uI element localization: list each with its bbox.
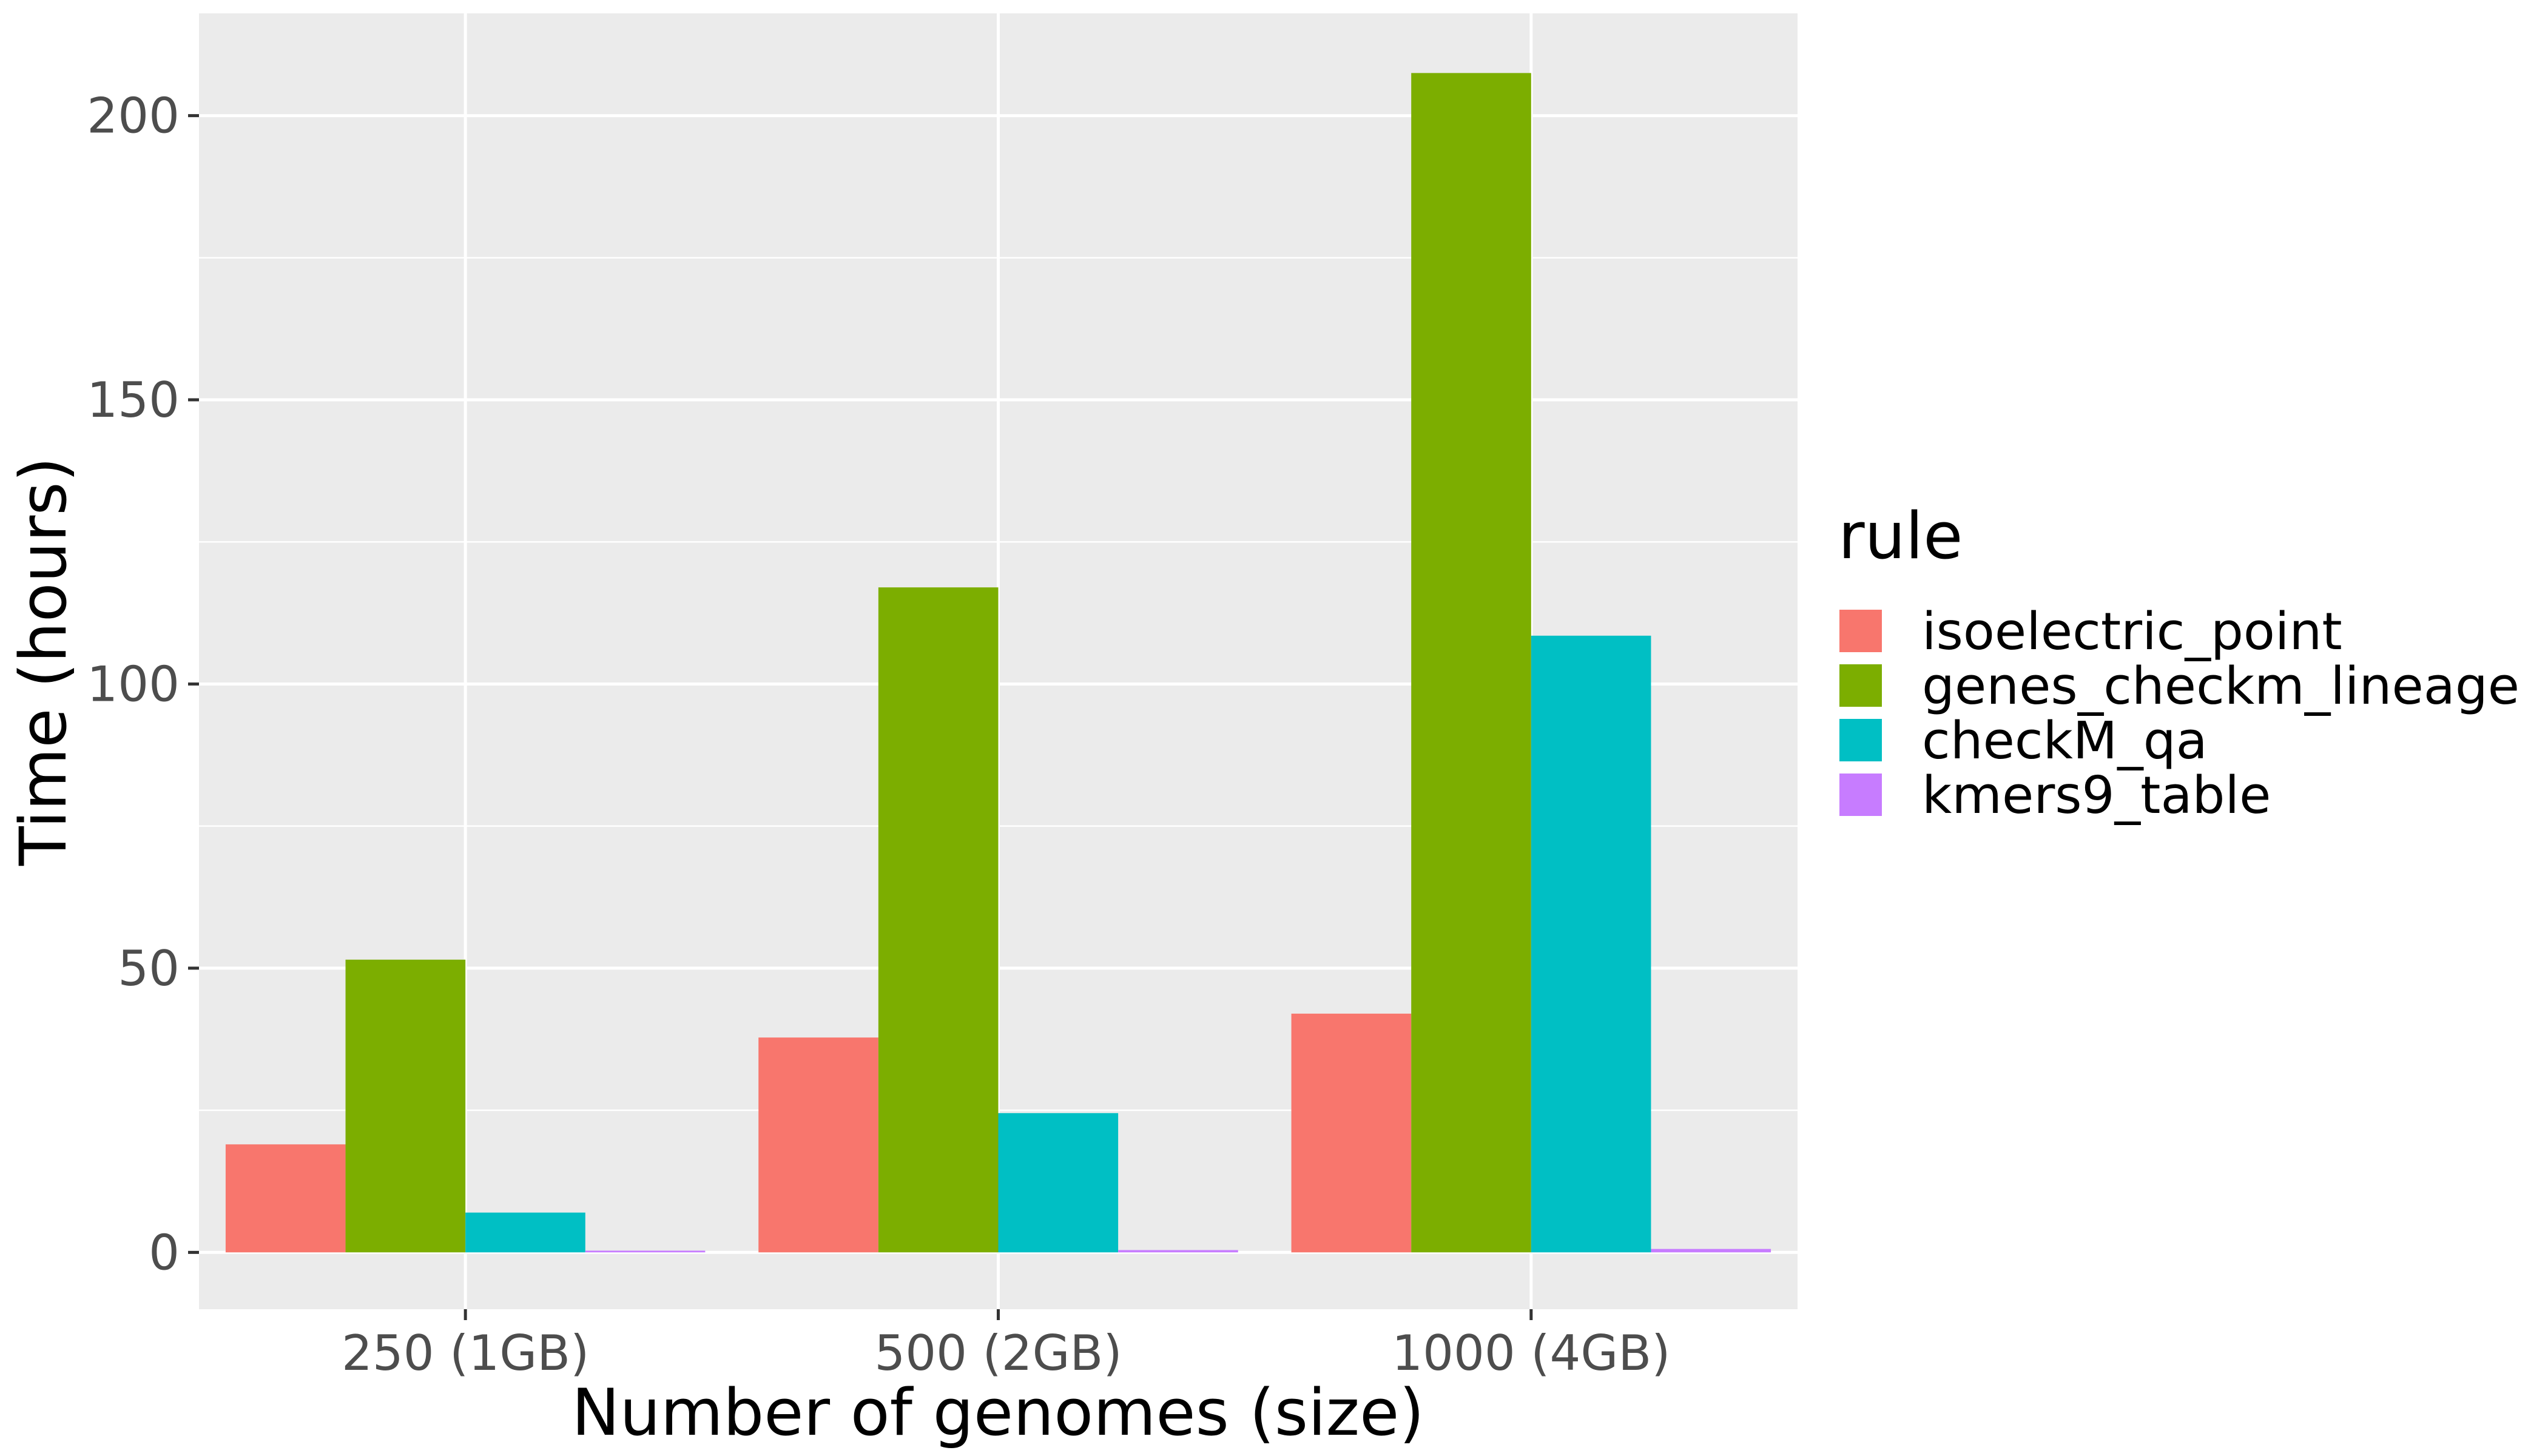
bar bbox=[758, 1037, 878, 1253]
bar bbox=[465, 1212, 585, 1253]
axes: 0 50 100 150 200 250 (1GB) 500 (2GB) 1000 (4GB) bbox=[87, 88, 1670, 1381]
y-tick-label: 0 bbox=[149, 1224, 180, 1281]
x-tick-label: 250 (1GB) bbox=[342, 1325, 589, 1381]
legend-label: checkM_qa bbox=[1922, 711, 2208, 771]
bar bbox=[345, 959, 466, 1253]
legend: rule isoelectric_pointgenes_checkm_linea… bbox=[1838, 499, 2519, 826]
bar bbox=[225, 1144, 346, 1253]
y-tick-label: 100 bbox=[87, 656, 180, 712]
bar bbox=[1651, 1249, 1771, 1253]
legend-key bbox=[1839, 610, 1882, 652]
legend-title: rule bbox=[1838, 499, 1963, 573]
y-tick-label: 50 bbox=[118, 940, 180, 997]
legend-key bbox=[1839, 774, 1882, 816]
bar bbox=[1411, 73, 1531, 1253]
legend-label: isoelectric_point bbox=[1922, 602, 2342, 662]
x-axis-title: Number of genomes (size) bbox=[571, 1375, 1424, 1450]
bar bbox=[1531, 635, 1651, 1253]
y-axis-title: Time (hours) bbox=[6, 457, 81, 866]
bar bbox=[878, 587, 999, 1253]
y-tick-label: 200 bbox=[87, 88, 180, 144]
bar bbox=[998, 1113, 1119, 1253]
legend-label: kmers9_table bbox=[1922, 766, 2271, 826]
legend-key bbox=[1839, 719, 1882, 761]
x-tick-label: 500 (2GB) bbox=[874, 1325, 1122, 1381]
bar bbox=[585, 1250, 706, 1253]
bars bbox=[225, 73, 1771, 1253]
x-tick-label: 1000 (4GB) bbox=[1392, 1325, 1670, 1381]
legend-key bbox=[1839, 664, 1882, 707]
y-tick-label: 150 bbox=[87, 372, 180, 428]
bar bbox=[1118, 1250, 1238, 1253]
legend-label: genes_checkm_lineage bbox=[1922, 656, 2519, 716]
bar bbox=[1291, 1013, 1412, 1253]
